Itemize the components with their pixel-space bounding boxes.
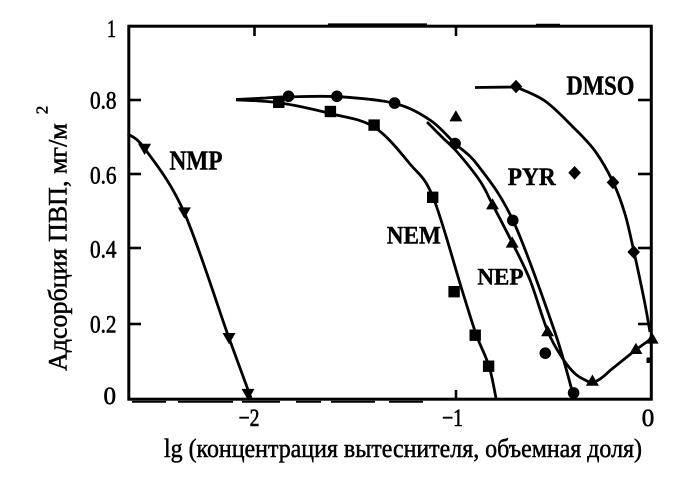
svg-text:−1: −1 [442, 405, 463, 432]
svg-text:1: 1 [107, 15, 116, 43]
svg-text:NEP: NEP [477, 265, 523, 291]
svg-text:0.4: 0.4 [90, 236, 117, 263]
svg-text:0.8: 0.8 [90, 87, 117, 114]
svg-text:NEM: NEM [387, 222, 441, 249]
svg-text:0: 0 [642, 405, 655, 432]
svg-text:DMSO: DMSO [566, 71, 634, 101]
svg-text:Адсорбция ПВП, мг/м2: Адсорбция ПВП, мг/м2 [33, 106, 73, 371]
svg-text:−2: −2 [239, 405, 260, 432]
svg-text:0: 0 [104, 383, 117, 410]
svg-text:0.2: 0.2 [90, 311, 117, 338]
svg-text:lg (концентрация вытеснителя,: lg (концентрация вытеснителя, объемная д… [164, 434, 642, 463]
svg-text:PYR: PYR [508, 162, 557, 191]
svg-text:0.6: 0.6 [90, 162, 117, 189]
svg-text:NMP: NMP [170, 146, 223, 176]
